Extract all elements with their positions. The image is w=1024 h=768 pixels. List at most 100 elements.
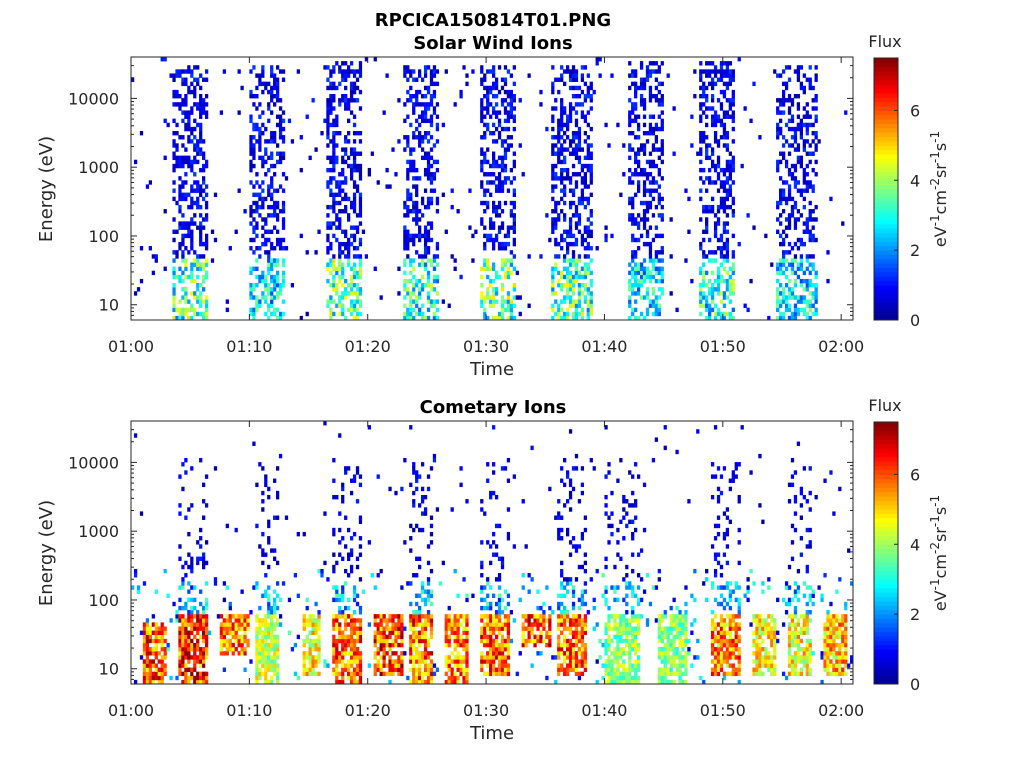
heatmap-cell: [571, 188, 576, 193]
heatmap-cell: [779, 315, 783, 320]
heatmap-cell: [654, 307, 659, 313]
heatmap-cell: [376, 638, 380, 644]
heatmap-cell: [335, 597, 339, 603]
heatmap-cell: [267, 593, 271, 598]
heatmap-cell: [776, 278, 780, 284]
heatmap-cell: [492, 200, 496, 206]
heatmap-cell: [347, 139, 351, 144]
heatmap-cell: [811, 225, 815, 230]
heatmap-cell: [199, 237, 203, 243]
heatmap-cell: [595, 246, 599, 251]
heatmap-cell: [270, 73, 274, 78]
heatmap-cell: [639, 65, 644, 70]
heatmap-cell: [175, 614, 179, 619]
heatmap-cell: [574, 266, 579, 271]
heatmap-cell: [551, 114, 555, 119]
heatmap-cell: [355, 593, 360, 598]
heatmap-cell: [400, 642, 404, 648]
heatmap-cell: [483, 262, 487, 267]
heatmap-cell: [190, 110, 194, 115]
heatmap-cell: [219, 634, 224, 640]
heatmap-cell: [136, 589, 141, 594]
heatmap-cell: [551, 176, 555, 181]
heatmap-cell: [636, 180, 641, 185]
heatmap-cell: [790, 172, 795, 177]
heatmap-cell: [352, 192, 357, 198]
heatmap-cell: [710, 283, 715, 288]
heatmap-cell: [702, 270, 706, 276]
heatmap-cell: [418, 556, 422, 562]
heatmap-cell: [349, 647, 354, 652]
heatmap-cell: [332, 667, 336, 672]
heatmap-cell: [486, 315, 490, 320]
heatmap-cell: [412, 217, 416, 222]
heatmap-cell: [489, 89, 493, 95]
heatmap-cell: [429, 221, 434, 226]
heatmap-cell: [228, 618, 232, 623]
heatmap-cell: [426, 283, 431, 288]
heatmap-cell: [651, 196, 656, 202]
heatmap-cell: [494, 610, 499, 615]
heatmap-cell: [634, 73, 638, 78]
heatmap-cell: [787, 143, 792, 148]
heatmap-cell: [338, 98, 342, 103]
heatmap-cell: [160, 671, 164, 677]
heatmap-cell: [814, 172, 818, 177]
heatmap-cell: [187, 69, 191, 74]
heatmap-cell: [483, 638, 487, 644]
y-tick-label: 10: [99, 296, 119, 315]
heatmap-cell: [512, 283, 516, 288]
heatmap-cell: [344, 287, 348, 292]
heatmap-cell: [187, 634, 191, 640]
heatmap-cell: [264, 614, 268, 619]
heatmap-cell: [565, 274, 570, 280]
heatmap-cell: [811, 188, 815, 193]
heatmap-cell: [512, 192, 516, 198]
heatmap-cell: [429, 196, 434, 202]
heatmap-cell: [494, 287, 499, 292]
heatmap-cell: [190, 671, 194, 677]
heatmap-cell: [258, 638, 262, 644]
heatmap-cell: [651, 180, 656, 185]
heatmap-cell: [199, 651, 203, 656]
heatmap-cell: [270, 266, 274, 271]
heatmap-cell: [574, 274, 579, 280]
heatmap-cell: [577, 229, 582, 234]
heatmap-cell: [418, 655, 422, 660]
heatmap-cell: [634, 315, 638, 320]
heatmap-cell: [790, 270, 795, 276]
heatmap-cell: [347, 262, 351, 267]
heatmap-cell: [293, 671, 298, 677]
heatmap-cell: [551, 303, 555, 308]
heatmap-cell: [426, 560, 431, 566]
heatmap-cell: [349, 266, 354, 271]
heatmap-cell: [412, 93, 416, 99]
heatmap-cell: [589, 233, 593, 239]
heatmap-cell: [459, 663, 463, 668]
heatmap-cell: [634, 89, 638, 95]
heatmap-cell: [275, 65, 280, 70]
heatmap-cell: [480, 614, 484, 619]
heatmap-cell: [358, 266, 363, 271]
heatmap-cell: [486, 655, 490, 660]
heatmap-cell: [418, 89, 422, 95]
solar-wind-x-ticks: 01:00 01:10 01:20 01:30 01:40 01:50 02:00: [108, 57, 864, 356]
heatmap-cell: [634, 274, 638, 280]
heatmap-cell: [400, 634, 404, 640]
heatmap-cell: [731, 77, 735, 82]
heatmap-cell: [776, 159, 780, 165]
heatmap-cell: [379, 663, 383, 668]
heatmap-cell: [409, 291, 413, 296]
heatmap-cell: [728, 172, 732, 177]
heatmap-cell: [796, 126, 801, 132]
heatmap-cell: [243, 626, 247, 631]
heatmap-cell: [202, 651, 206, 656]
heatmap-cell: [264, 196, 268, 202]
heatmap-cell: [151, 647, 155, 652]
heatmap-cell: [349, 93, 354, 99]
heatmap-cell: [148, 634, 153, 640]
heatmap-cell: [802, 241, 806, 247]
heatmap-cell: [574, 93, 579, 99]
heatmap-cell: [199, 291, 203, 296]
